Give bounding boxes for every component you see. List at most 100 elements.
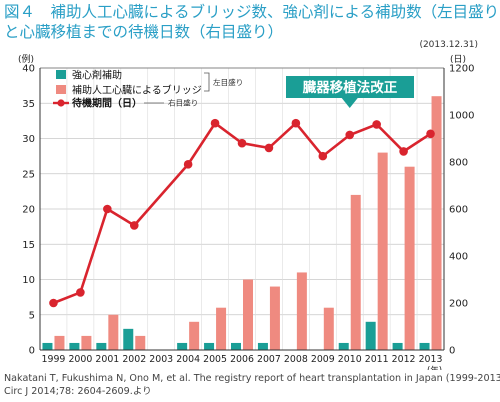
waiting-days-point-2008 xyxy=(291,118,301,128)
legend-note-right: 右目盛り xyxy=(168,98,198,108)
annotation-text: 臓器移植法改正 xyxy=(303,79,398,96)
bar-vad-bridge-1999 xyxy=(54,335,65,350)
x-tick-label: 2000 xyxy=(68,354,92,365)
x-tick-label: 1999 xyxy=(42,354,66,365)
figure-title: 図４ 補助人工心臓によるブリッジ数、強心剤による補助数（左目盛り） と心臓移植ま… xyxy=(4,2,496,42)
bar-vad-bridge-2009 xyxy=(323,307,334,350)
y-left-tick-label: 35 xyxy=(22,99,35,110)
bar-vad-bridge-2005 xyxy=(216,307,227,350)
bar-inotrope-2007 xyxy=(257,342,268,350)
waiting-days-point-2010 xyxy=(345,130,355,140)
y-left-tick-label: 10 xyxy=(22,275,35,286)
legend-label-vad: 補助人工心臓によるブリッジ xyxy=(72,84,202,97)
x-tick-label: 2001 xyxy=(95,354,119,365)
waiting-days-point-2005 xyxy=(210,118,220,128)
date-note: (2013.12.31) xyxy=(419,40,478,50)
y-left-tick-label: 40 xyxy=(22,64,35,75)
legend-label-waiting: 待機期間（日） xyxy=(72,97,142,110)
x-tick-label: 2013 xyxy=(419,354,443,365)
source-line-2: Circ J 2014;78: 2604-2609.より xyxy=(4,386,152,397)
bar-vad-bridge-2010 xyxy=(350,194,361,350)
bar-inotrope-1999 xyxy=(42,342,53,350)
x-unit: (年) xyxy=(427,365,442,370)
x-tick-label: 2008 xyxy=(284,354,308,365)
bar-vad-bridge-2002 xyxy=(135,335,146,350)
bar-inotrope-2005 xyxy=(204,342,215,350)
waiting-days-point-2004 xyxy=(183,160,193,169)
annotation-box xyxy=(286,76,414,98)
x-tick-label: 2007 xyxy=(257,354,281,365)
legend-bracket xyxy=(204,72,210,92)
x-tick-label: 2006 xyxy=(230,354,254,365)
bars xyxy=(42,96,442,350)
y-right-unit: (日) xyxy=(450,54,466,65)
y-right-tick-label: 400 xyxy=(449,252,468,263)
y-left-tick-label: 15 xyxy=(22,240,35,251)
bar-inotrope-2000 xyxy=(69,342,80,350)
legend-swatch-vad xyxy=(56,85,66,94)
waiting-days-line xyxy=(49,118,435,308)
bar-inotrope-2006 xyxy=(231,342,241,350)
y-right-tick-label: 200 xyxy=(449,299,468,310)
x-tick-label: 2009 xyxy=(311,354,335,365)
bar-line-chart: 0510152025303540020040060080010001200199… xyxy=(18,53,474,370)
title-line-1: 図４ 補助人工心臓によるブリッジ数、強心剤による補助数（左目盛り） xyxy=(4,3,496,21)
bar-inotrope-2004 xyxy=(177,342,188,350)
x-tick-label: 2011 xyxy=(365,354,389,365)
source-line-1: Nakatani T, Fukushima N, Ono M, et al. T… xyxy=(4,373,500,384)
y-right-tick-label: 1200 xyxy=(449,64,474,75)
waiting-days-point-2002 xyxy=(129,221,139,230)
legend-label-inotrope: 強心剤補助 xyxy=(72,69,122,82)
waiting-days-point-2009 xyxy=(318,151,328,161)
bar-vad-bridge-2012 xyxy=(404,166,415,350)
bar-inotrope-2002 xyxy=(123,328,134,350)
x-tick-label: 2002 xyxy=(122,354,146,365)
bar-inotrope-2011 xyxy=(365,321,376,350)
annotation: 臓器移植法改正 xyxy=(286,76,414,108)
waiting-days-point-2007 xyxy=(264,143,274,153)
y-left-tick-label: 5 xyxy=(29,310,35,321)
source-citation: Nakatani T, Fukushima N, Ono M, et al. T… xyxy=(4,372,500,398)
waiting-days-point-1999 xyxy=(49,298,58,308)
bar-inotrope-2001 xyxy=(96,342,107,350)
bar-inotrope-2012 xyxy=(392,342,403,350)
y-right-tick-label: 800 xyxy=(449,158,468,169)
y-left-tick-label: 30 xyxy=(22,134,35,145)
legend-swatch-inotrope xyxy=(56,70,66,79)
bar-vad-bridge-2004 xyxy=(189,321,200,350)
bar-inotrope-2013 xyxy=(419,342,430,350)
legend-note-left: 左目盛り xyxy=(213,77,243,87)
axes: 0510152025303540020040060080010001200199… xyxy=(18,53,474,370)
waiting-days-point-2000 xyxy=(76,288,85,297)
y-right-tick-label: 0 xyxy=(449,346,455,357)
y-right-tick-label: 1000 xyxy=(449,111,474,122)
y-left-tick-label: 0 xyxy=(29,346,35,357)
bar-vad-bridge-2000 xyxy=(81,335,92,350)
bar-vad-bridge-2007 xyxy=(269,286,280,350)
bar-vad-bridge-2011 xyxy=(377,152,388,350)
bar-vad-bridge-2001 xyxy=(108,314,119,350)
waiting-days-point-2013 xyxy=(426,129,435,139)
annotation-pointer xyxy=(341,98,358,108)
legend-line-marker xyxy=(57,99,65,107)
y-left-unit: (例) xyxy=(18,53,34,65)
bar-vad-bridge-2006 xyxy=(243,279,253,350)
title-line-2: と心臓移植までの待機日数（右目盛り） xyxy=(4,23,284,41)
bar-vad-bridge-2008 xyxy=(296,272,307,350)
x-tick-label: 2005 xyxy=(203,354,227,365)
y-right-tick-label: 600 xyxy=(449,205,468,216)
y-left-tick-label: 25 xyxy=(22,169,35,180)
waiting-days-polyline xyxy=(53,121,432,305)
waiting-days-point-2012 xyxy=(399,147,408,156)
x-tick-label: 2010 xyxy=(338,354,362,365)
x-tick-label: 2012 xyxy=(392,354,416,365)
waiting-days-point-2001 xyxy=(103,204,112,214)
bar-inotrope-2010 xyxy=(338,342,349,350)
y-left-tick-label: 20 xyxy=(22,205,35,216)
waiting-days-point-2011 xyxy=(372,120,381,129)
waiting-days-point-2006 xyxy=(237,138,247,148)
bar-vad-bridge-2013 xyxy=(431,96,442,350)
x-tick-label: 2004 xyxy=(176,354,200,365)
x-tick-label: 2003 xyxy=(149,354,173,365)
